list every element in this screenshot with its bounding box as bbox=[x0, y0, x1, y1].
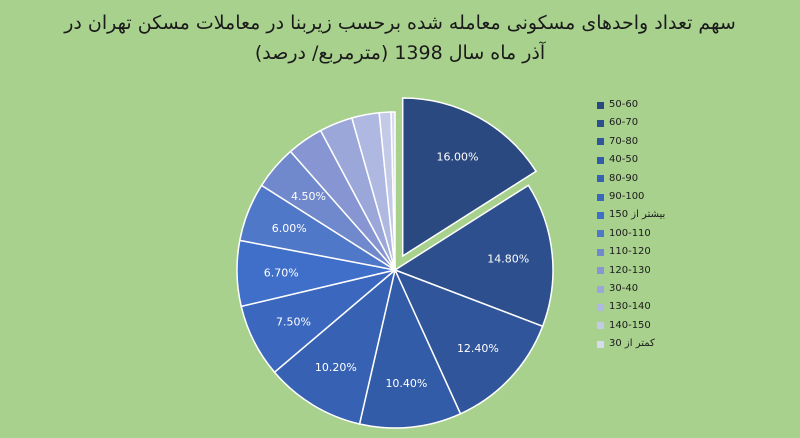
data-label-1: 14.80% bbox=[487, 253, 529, 266]
legend-item-8: 110-120 bbox=[597, 243, 665, 261]
pie-slice-3 bbox=[358, 267, 462, 429]
legend-label-8: 110-120 bbox=[609, 246, 651, 258]
legend-label-9: 120-130 bbox=[609, 264, 651, 276]
data-label-4: 10.20% bbox=[315, 361, 357, 374]
legend-swatch-9 bbox=[597, 267, 604, 275]
legend-item-4: 80-90 bbox=[597, 170, 665, 188]
legend-label-1: 60-70 bbox=[609, 117, 639, 129]
legend-label-11: 130-140 bbox=[609, 301, 651, 313]
legend-label-12: 140-150 bbox=[609, 319, 651, 331]
pie-slice-2 bbox=[393, 268, 544, 415]
chart-legend: 50-60 60-70 70-80 40-50 80-90 90-100 بیشتر از … bbox=[597, 96, 665, 353]
chart-title-line-1: سهم تعداد واحدهای مسکونی معامله شده برحس… bbox=[64, 12, 736, 34]
legend-swatch-13 bbox=[597, 340, 604, 348]
legend-item-7: 100-110 bbox=[597, 225, 665, 243]
legend-swatch-12 bbox=[597, 322, 604, 330]
legend-swatch-5 bbox=[597, 193, 604, 201]
legend-swatch-0 bbox=[597, 101, 604, 109]
legend-item-3: 40-50 bbox=[597, 151, 665, 169]
chart-title: سهم تعداد واحدهای مسکونی معامله شده برحس… bbox=[0, 8, 800, 68]
legend-item-12: 140-150 bbox=[597, 317, 665, 335]
legend-swatch-2 bbox=[597, 138, 604, 146]
pie-slice-0 bbox=[401, 97, 538, 258]
pie-slice-1 bbox=[393, 184, 554, 328]
legend-swatch-7 bbox=[597, 230, 604, 238]
data-label-8: 4.50% bbox=[291, 190, 326, 203]
legend-item-6: بیشتر از 150 bbox=[597, 206, 665, 224]
legend-swatch-11 bbox=[597, 303, 604, 311]
data-label-0: 16.00% bbox=[437, 150, 479, 163]
legend-swatch-6 bbox=[597, 212, 604, 220]
data-label-6: 6.70% bbox=[264, 267, 299, 280]
data-label-2: 12.40% bbox=[457, 342, 499, 355]
legend-swatch-10 bbox=[597, 285, 604, 293]
legend-item-9: 120-130 bbox=[597, 262, 665, 280]
legend-swatch-1 bbox=[597, 120, 604, 128]
legend-item-13: کمتر از 30 bbox=[597, 335, 665, 353]
pie-slice-13 bbox=[390, 111, 396, 271]
legend-label-6: بیشتر از 150 bbox=[609, 209, 666, 221]
legend-item-0: 50-60 bbox=[597, 96, 665, 114]
legend-label-5: 90-100 bbox=[609, 190, 645, 202]
legend-label-4: 80-90 bbox=[609, 172, 639, 184]
legend-item-2: 70-80 bbox=[597, 133, 665, 151]
data-label-7: 6.00% bbox=[272, 222, 307, 235]
legend-label-3: 40-50 bbox=[609, 154, 639, 166]
data-label-5: 7.50% bbox=[276, 315, 311, 328]
legend-label-7: 100-110 bbox=[609, 227, 651, 239]
data-label-3: 10.40% bbox=[385, 377, 427, 390]
legend-swatch-3 bbox=[597, 156, 604, 164]
legend-label-2: 70-80 bbox=[609, 135, 639, 147]
legend-label-13: کمتر از 30 bbox=[609, 338, 655, 350]
legend-item-10: 30-40 bbox=[597, 280, 665, 298]
pie-slice-4 bbox=[273, 267, 397, 425]
legend-swatch-4 bbox=[597, 175, 604, 183]
legend-label-10: 30-40 bbox=[609, 282, 639, 294]
legend-item-5: 90-100 bbox=[597, 188, 665, 206]
legend-label-0: 50-60 bbox=[609, 99, 639, 110]
legend-item-1: 60-70 bbox=[597, 114, 665, 132]
chart-title-line-2: آذر ماه سال 1398 (مترمربع/ درصد) bbox=[254, 42, 546, 64]
legend-swatch-8 bbox=[597, 248, 604, 256]
legend-item-11: 130-140 bbox=[597, 298, 665, 316]
